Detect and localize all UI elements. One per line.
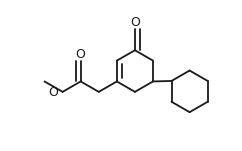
Text: O: O [49,86,59,99]
Text: O: O [76,48,86,61]
Text: O: O [130,16,140,29]
